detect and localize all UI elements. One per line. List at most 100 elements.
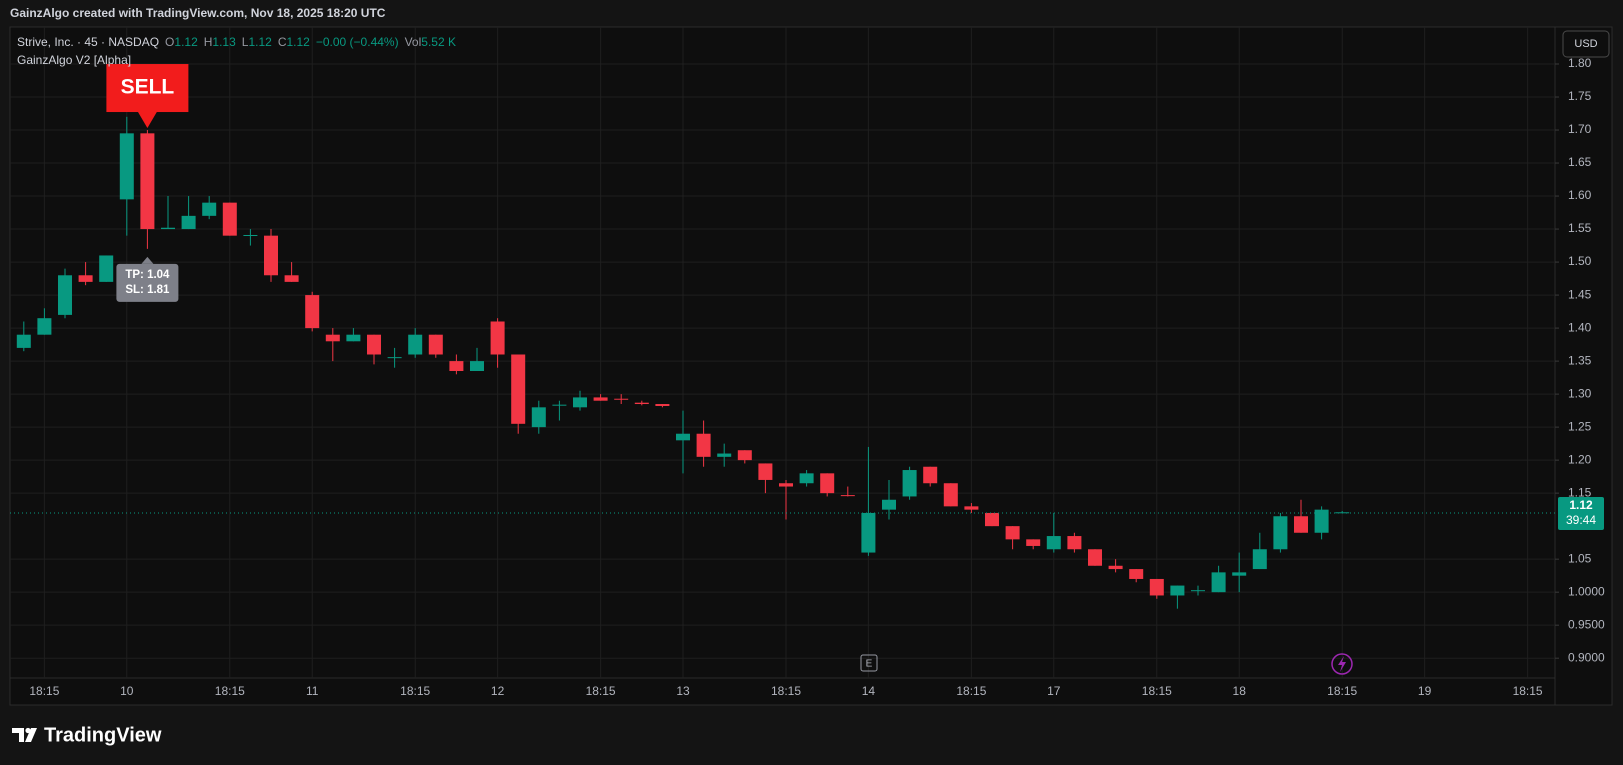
candle-body — [202, 202, 217, 216]
countdown: 39:44 — [1566, 513, 1596, 527]
symbol: Strive, Inc. · 45 · NASDAQ — [17, 35, 160, 49]
candle-body — [37, 318, 52, 335]
volume-key: Vol — [404, 35, 422, 49]
tooltip-line: TP: 1.04 — [125, 269, 170, 281]
candle-body — [511, 354, 526, 424]
ohlc-key: L — [241, 35, 249, 49]
candle-body — [181, 215, 196, 230]
ohlc-value: 1.12 — [248, 35, 272, 49]
event-icon[interactable] — [1331, 653, 1353, 675]
grid: 1.80 1.75 1.70 1.65 1.60 1.55 1.50 1.45 1.40 1.35… — [10, 27, 1605, 698]
x-tick-label: 13 — [676, 684, 690, 698]
y-tick-label: 0.9500 — [1568, 617, 1605, 631]
y-tick-label: 1.50 — [1568, 254, 1592, 268]
candle-body — [902, 470, 917, 497]
candle-body — [820, 473, 835, 494]
candle-body — [799, 473, 814, 484]
y-tick-label: 1.20 — [1568, 452, 1592, 466]
candle-body — [779, 483, 793, 487]
tooltip-line: SL: 1.81 — [125, 284, 170, 296]
candle-body — [943, 483, 958, 507]
candle-body — [964, 506, 979, 510]
logo-dot — [25, 727, 31, 734]
candle-body — [573, 397, 587, 408]
y-tick-label: 1.70 — [1568, 122, 1592, 136]
earnings-box[interactable] — [860, 654, 878, 672]
candle-body — [58, 275, 72, 315]
y-tick-label: 1.80 — [1568, 56, 1592, 70]
candle-body — [696, 433, 711, 457]
last-price-label: 1.12 — [1569, 498, 1593, 512]
y-tick-label: 1.40 — [1568, 320, 1592, 334]
candle-body — [161, 227, 175, 230]
candle-body — [552, 404, 567, 406]
volume-value: 5.52 K — [421, 35, 456, 49]
y-tick-label: 1.75 — [1568, 89, 1592, 103]
ohlc-key: H — [203, 35, 213, 49]
y-tick-label: 0.9000 — [1568, 650, 1605, 664]
candle-body — [614, 398, 629, 400]
logo — [12, 727, 37, 742]
candle-body — [99, 255, 114, 282]
x-tick-label: 18:15 — [771, 684, 801, 698]
candle-body — [1108, 565, 1123, 570]
x-tick-label: 18:15 — [215, 684, 245, 698]
y-tick-label: 1.05 — [1568, 551, 1592, 565]
ohlc-value: 1.13 — [212, 35, 236, 49]
chart-frame — [9, 26, 1613, 706]
ohlc-key: O — [165, 35, 175, 49]
candle-body — [140, 133, 155, 230]
earnings-marker[interactable]: E — [866, 659, 873, 670]
last-price-box — [1558, 496, 1604, 530]
legend: Strive, Inc. · 45 · NASDAQ O1.12 H1.13 L1.1… — [17, 33, 462, 69]
candle-body — [1005, 526, 1020, 540]
ohlc-value: 1.12 — [286, 35, 310, 49]
y-tick-label: 1.25 — [1568, 419, 1592, 433]
candle-body — [490, 321, 505, 355]
x-tick-label: 14 — [862, 684, 876, 698]
candle-body — [1191, 590, 1205, 592]
y-tick-label: 1.35 — [1568, 353, 1592, 367]
candle-body — [408, 334, 423, 355]
x-tick-label: 10 — [120, 684, 134, 698]
candle-body — [449, 361, 464, 372]
currency-box[interactable] — [1562, 30, 1610, 58]
y-tick-label: 1.0000 — [1568, 584, 1605, 598]
candle-body — [861, 512, 876, 553]
candle-body — [593, 397, 608, 401]
x-tick-label: 18 — [1233, 684, 1247, 698]
candle-body — [325, 334, 340, 342]
candle-body — [1252, 549, 1267, 570]
candle-body — [985, 512, 999, 527]
tooltip-box — [116, 263, 179, 302]
candle-body — [367, 334, 381, 355]
header: GainzAlgo created with TradingView.com, … — [10, 6, 386, 20]
x-tick-label: 12 — [491, 684, 505, 698]
signal-box — [106, 64, 189, 113]
candle-body — [1149, 578, 1164, 596]
candle-body — [470, 361, 484, 372]
change: −0.00 (−0.44%) — [315, 35, 399, 49]
candle-body — [264, 235, 278, 276]
ohlc-value: 1.12 — [174, 35, 198, 49]
candle-body — [387, 357, 402, 359]
logo-mark — [12, 728, 24, 742]
candle-body — [16, 334, 31, 348]
currency[interactable]: USD — [1574, 38, 1597, 50]
x-tick-label: 18:15 — [956, 684, 986, 698]
x-tick-label: 18:15 — [400, 684, 430, 698]
y-tick-label: 1.60 — [1568, 188, 1592, 202]
ohlc-key: C — [277, 35, 287, 49]
candle-body — [737, 450, 752, 461]
candle-body — [243, 235, 258, 237]
signal-label: SELL — [121, 76, 175, 99]
candle-body — [1294, 516, 1308, 533]
y-tick-label: 1.15 — [1568, 485, 1592, 499]
y-tick-label: 1.65 — [1568, 155, 1592, 169]
candle-body — [222, 202, 237, 236]
candle-body — [531, 407, 546, 428]
candle-body — [882, 499, 896, 510]
